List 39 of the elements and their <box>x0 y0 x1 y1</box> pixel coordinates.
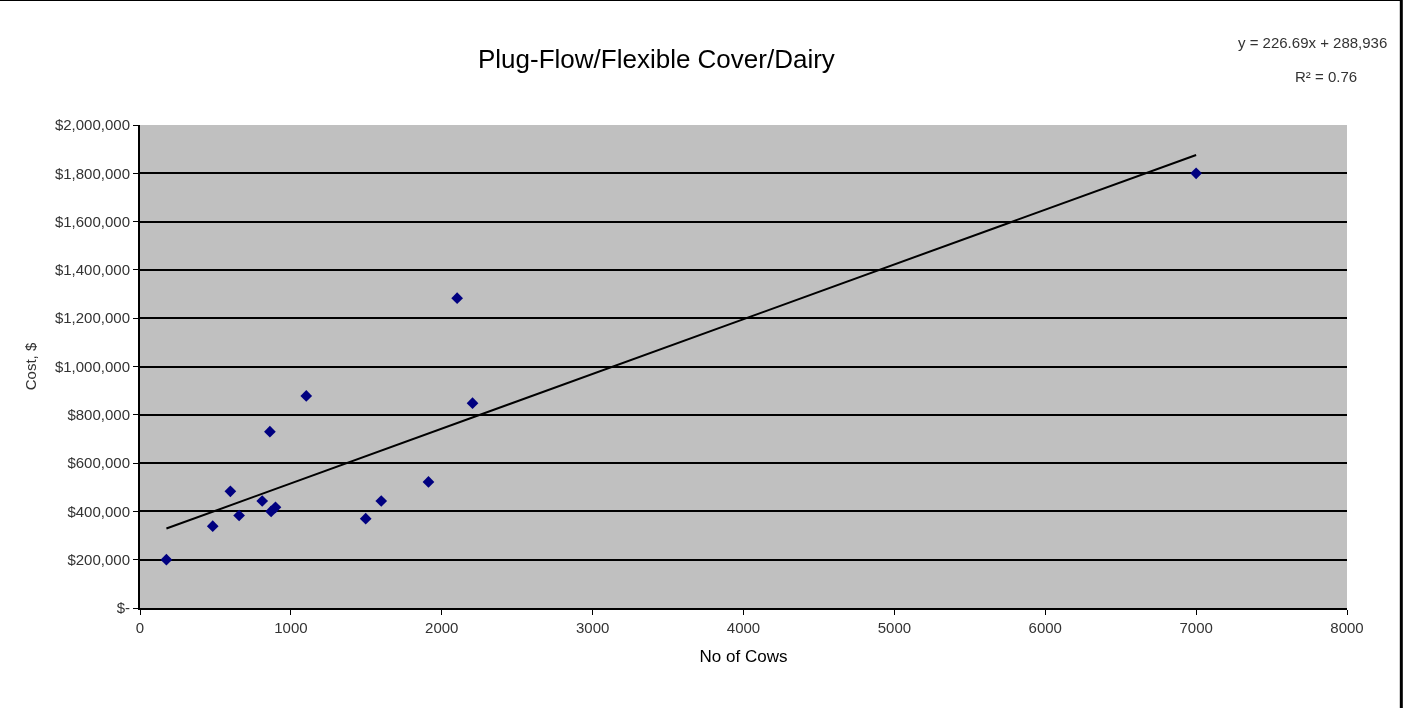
y-tick-label: $200,000 <box>67 550 130 568</box>
y-tick-label: $600,000 <box>67 454 130 472</box>
y-tick-label: $1,400,000 <box>54 261 130 279</box>
point <box>359 512 372 525</box>
x-axis-title: No of Cows <box>699 646 788 666</box>
point <box>160 553 173 566</box>
point <box>233 509 245 522</box>
text: y = 226.69x + 288,936 <box>1238 34 1388 51</box>
point <box>451 292 463 305</box>
x-tick-label: 6000 <box>1028 619 1062 636</box>
y-tick-label: $1,000,000 <box>54 357 130 375</box>
y-tick-label: $2,000,000 <box>54 116 130 134</box>
point <box>224 485 237 498</box>
text: R² = 0.76 <box>1295 68 1358 85</box>
y-tick-label: $800,000 <box>67 406 130 424</box>
x-tick-label: 0 <box>135 619 145 636</box>
point <box>422 476 435 488</box>
chart-title: Plug-Flow/Flexible Cover/Dairy <box>477 43 835 74</box>
x-tick-label: 4000 <box>726 619 761 636</box>
y-tick-label: $- <box>116 599 130 617</box>
x-tick-label: 1000 <box>274 619 308 636</box>
point <box>269 501 282 514</box>
x-tick-label: 2000 <box>425 619 459 636</box>
point <box>264 425 276 438</box>
x-tick-label: 5000 <box>877 619 912 636</box>
point <box>466 397 479 410</box>
y-tick-label: $1,800,000 <box>54 164 130 182</box>
point <box>256 495 269 507</box>
point <box>1190 167 1202 180</box>
x-tick-label: 3000 <box>575 619 610 636</box>
point <box>206 520 219 532</box>
point <box>375 495 388 507</box>
y-tick-label: $400,000 <box>67 502 130 520</box>
point <box>300 390 313 402</box>
x-tick-label: 7000 <box>1179 619 1213 636</box>
y-tick-label: $1,600,000 <box>54 212 130 230</box>
x-tick-label: 8000 <box>1330 619 1364 636</box>
y-axis-title: Cost, $ <box>21 342 39 391</box>
y-tick-label: $1,200,000 <box>54 309 130 327</box>
